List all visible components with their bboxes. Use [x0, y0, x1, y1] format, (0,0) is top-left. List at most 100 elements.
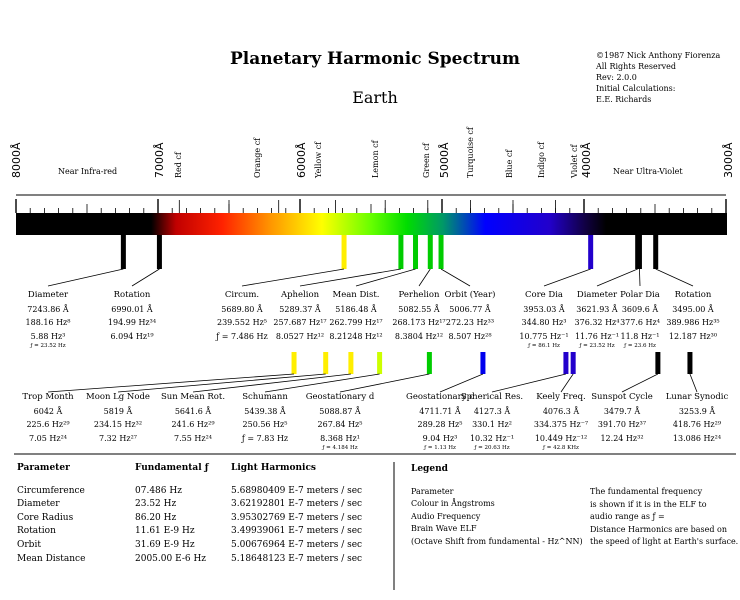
parameter-column: Parameter Circumference Diameter Core Ra… — [17, 462, 85, 566]
legend-item: Parameter — [411, 486, 454, 496]
block-value: 5186.48 Å — [335, 304, 377, 314]
table-cell: 23.52 Hz — [135, 499, 177, 510]
upper-marker-bar — [427, 235, 433, 269]
copyright-line: Initial Calculations: — [596, 84, 676, 93]
value-block: Perhelion 5082.55 Å 268.173 Hz¹⁷ 8.3804 Hz¹… — [379, 289, 459, 343]
block-value: 4711.71 Å — [419, 406, 461, 416]
table-cell: 2005.00 E-6 Hz — [135, 553, 207, 564]
table-cell: Mean Distance — [17, 553, 86, 564]
block-name: Aphelion — [280, 290, 320, 300]
copyright-line: All Rights Reserved — [596, 62, 676, 71]
block-value: 225.6 Hz²⁹ — [26, 420, 70, 429]
block-value: 3253.9 Å — [678, 406, 716, 416]
block-value: 289.28 Hz⁵ — [417, 420, 463, 429]
lower-marker-bar — [563, 352, 569, 374]
legend-item: Colour in Ångstroms — [411, 499, 495, 508]
block-value: 7.55 Hz²⁴ — [174, 433, 212, 443]
table-cell: Orbit — [17, 539, 41, 550]
block-name: Polar Dia — [620, 290, 660, 300]
block-name: Trop Month — [22, 392, 74, 402]
value-block: Rotation 3495.00 Å 389.986 Hz³⁵ 12.187 Hz³⁰ — [653, 289, 733, 343]
lower-leader-line — [192, 373, 351, 393]
block-value: 5439.38 Å — [244, 406, 286, 416]
legend-note: The fundamental frequency is shown if it… — [590, 486, 738, 549]
upper-leader-line — [299, 268, 401, 287]
block-value: 13.086 Hz²⁴ — [672, 433, 722, 443]
table-cell: 07.486 Hz — [135, 485, 182, 496]
block-name: Diameter — [27, 290, 69, 300]
table-cell: 3.49939061 E-7 meters / sec — [231, 526, 363, 537]
scale-ticks — [15, 199, 727, 213]
lower-leader-line — [117, 373, 326, 393]
block-name: Schumann — [242, 392, 288, 402]
block-fundamental: ƒ = 20.63 Hz — [474, 445, 510, 451]
value-block: Rotation 6990.01 Å 194.99 Hz³⁴ 6.094 Hz¹⁹ — [92, 289, 172, 343]
upper-marker-bar — [120, 235, 126, 269]
value-block: Diameter 7243.86 Å 188.16 Hz⁸ 5.88 Hz³ ƒ = 2… — [8, 289, 88, 350]
upper-marker-bar — [438, 235, 444, 269]
spectrum-diagram — [15, 194, 727, 393]
block-value: 5289.37 Å — [279, 304, 321, 314]
table-cell: 3.62192801 E-7 meters / sec — [231, 499, 363, 510]
legend-item: Brain Wave ELF — [411, 524, 477, 533]
block-value: 418.76 Hz²⁹ — [672, 420, 722, 429]
upper-marker-bar — [341, 235, 347, 269]
table-cell: 11.61 E-9 Hz — [135, 526, 195, 537]
block-name: Geostationary c — [406, 392, 474, 402]
block-value: 11.76 Hz⁻¹ — [574, 331, 620, 341]
block-value: 5689.80 Å — [221, 304, 263, 314]
block-value: 194.99 Hz³⁴ — [107, 318, 157, 327]
upper-leader-line — [241, 268, 345, 287]
block-value: 10.32 Hz⁻¹ — [469, 433, 515, 443]
block-value: 267.84 Hz⁵ — [317, 420, 363, 429]
table-cell: Diameter — [17, 499, 60, 510]
table-cell: 86.20 Hz — [135, 512, 177, 523]
block-value: 5082.55 Å — [398, 304, 440, 314]
block-name: Lunar Synodic — [665, 392, 729, 402]
lower-leader-line — [689, 373, 698, 393]
value-block: Moon Lg Node 5819 Å 234.15 Hz³² 7.32 Hz²⁷ — [78, 391, 158, 445]
block-value: 239.552 Hz⁵ — [216, 318, 268, 327]
value-block: Aphelion 5289.37 Å 257.687 Hz¹⁷ 8.0527 Hz¹² — [260, 289, 340, 343]
value-block: Circum. 5689.80 Å 239.552 Hz⁵ ƒ = 7.486 Hz — [202, 289, 282, 343]
block-value: 11.8 Hz⁻¹ — [620, 331, 660, 341]
block-value: 5088.87 Å — [319, 406, 361, 416]
lower-marker-bar — [687, 352, 693, 374]
upper-marker-bar — [398, 235, 404, 269]
value-block: Lunar Synodic 3253.9 Å 418.76 Hz²⁹ 13.086 H… — [657, 391, 737, 445]
copyright-block: ©1987 Nick Anthony Fiorenza All Rights R… — [596, 50, 720, 105]
upper-marker-bar — [588, 235, 594, 269]
table-cell: 5.00676964 E-7 meters / sec — [231, 539, 363, 550]
planet-subtitle: Earth — [352, 88, 398, 107]
upper-markers — [47, 235, 694, 287]
block-value: 6990.01 Å — [111, 304, 153, 314]
block-value: 10.449 Hz⁻¹² — [534, 433, 588, 443]
upper-leader-line — [655, 268, 694, 287]
lower-marker-bar — [348, 352, 354, 374]
column-header: Parameter — [17, 463, 70, 473]
block-fundamental: ƒ = 23.52 Hz — [30, 343, 66, 349]
block-value: 9.04 Hz³ — [422, 433, 458, 443]
legend-title: Legend — [411, 464, 448, 474]
block-value: 6042 Å — [33, 406, 63, 416]
column-header: Light Harmonics — [231, 463, 316, 473]
block-value: 8.368 Hz¹ — [320, 433, 360, 443]
block-value: 234.15 Hz³² — [93, 420, 143, 429]
block-value: 10.775 Hz⁻¹ — [519, 331, 569, 341]
lower-marker-bar — [570, 352, 576, 374]
block-fundamental: ƒ = 23.52 Hz — [579, 343, 615, 349]
block-name: Spherical Res. — [460, 392, 524, 402]
upper-leader-line — [639, 268, 641, 287]
value-block: Spherical Res. 4127.3 Å 330.1 Hz² 10.32 Hz⁻… — [452, 391, 532, 452]
block-fundamental: ƒ = 23.6 Hz — [624, 343, 656, 349]
legend-item: Audio Frequency — [411, 511, 481, 521]
block-value: 257.687 Hz¹⁷ — [273, 318, 327, 327]
block-value: 389.986 Hz³⁵ — [666, 318, 720, 327]
upper-leader-line — [131, 268, 160, 287]
block-value: 5641.6 Å — [174, 406, 212, 416]
block-fundamental: ƒ = 86.1 Hz — [528, 343, 560, 349]
block-name: Mean Dist. — [332, 290, 380, 300]
upper-marker-bar — [636, 235, 642, 269]
block-name: Circum. — [224, 290, 260, 300]
value-block: Core Dia 3953.03 Å 344.80 Hz³ 10.775 Hz⁻¹ ƒ … — [504, 289, 584, 350]
